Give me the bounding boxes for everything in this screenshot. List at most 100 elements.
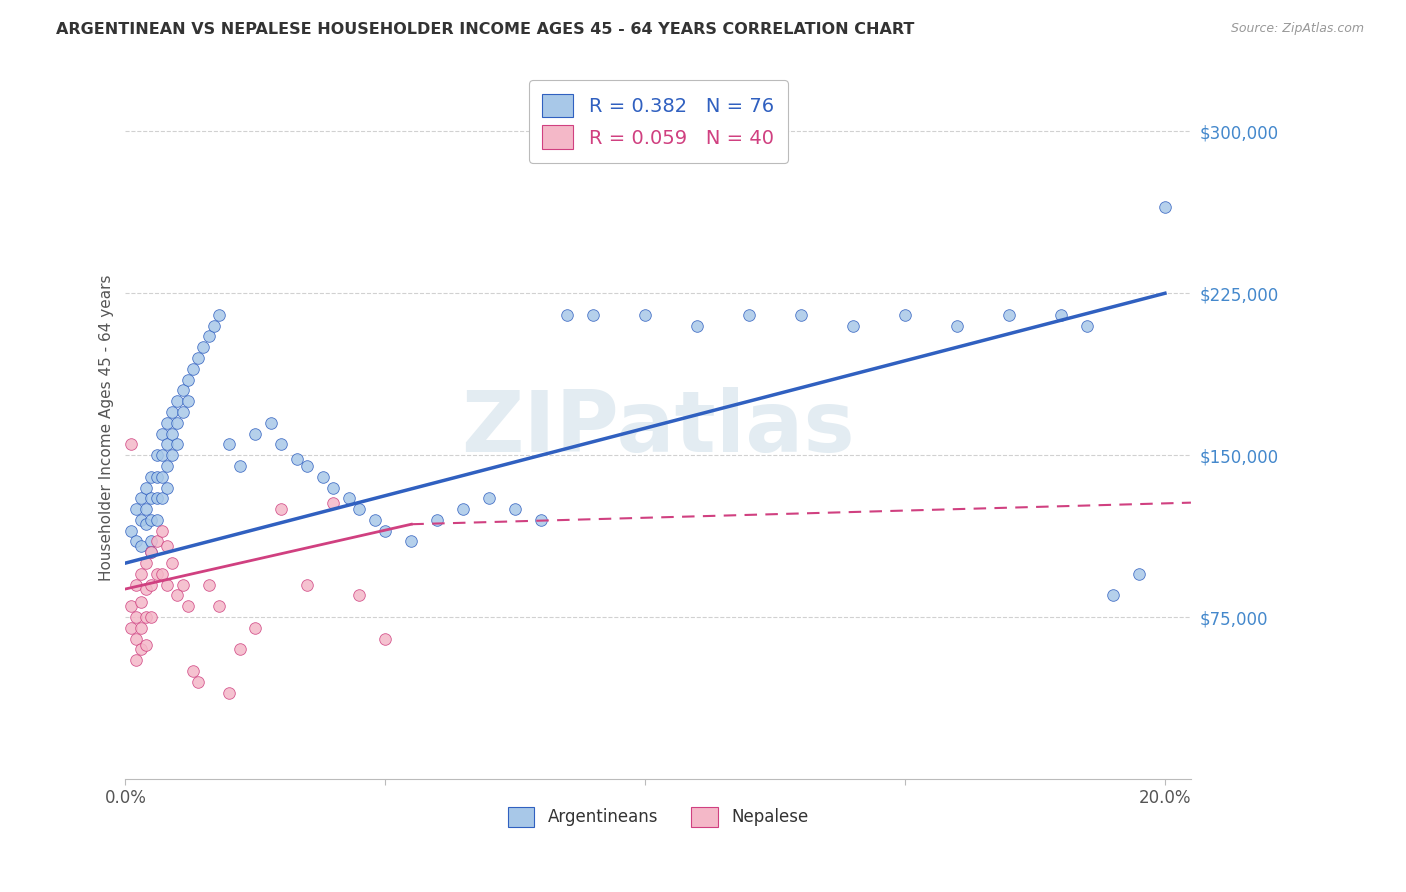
- Point: [503, 502, 526, 516]
- Point: [312, 469, 335, 483]
- Point: [322, 496, 344, 510]
- Point: [156, 481, 179, 495]
- Point: [270, 502, 292, 516]
- Point: [202, 318, 225, 333]
- Point: [129, 642, 152, 657]
- Point: [374, 524, 396, 538]
- Point: [125, 632, 148, 646]
- Point: [270, 437, 292, 451]
- Point: [120, 437, 142, 451]
- Point: [229, 642, 252, 657]
- Point: [156, 458, 179, 473]
- Point: [322, 481, 344, 495]
- Point: [181, 664, 204, 678]
- Point: [260, 416, 283, 430]
- Point: [285, 452, 308, 467]
- Point: [1128, 566, 1150, 581]
- Point: [145, 448, 167, 462]
- Point: [478, 491, 501, 506]
- Point: [135, 638, 157, 652]
- Point: [150, 566, 173, 581]
- Point: [145, 469, 167, 483]
- Point: [364, 513, 387, 527]
- Point: [208, 308, 231, 322]
- Point: [129, 513, 152, 527]
- Text: Source: ZipAtlas.com: Source: ZipAtlas.com: [1230, 22, 1364, 36]
- Point: [172, 384, 194, 398]
- Text: ZIPatlas: ZIPatlas: [461, 386, 855, 470]
- Point: [218, 685, 240, 699]
- Point: [187, 351, 209, 365]
- Point: [181, 361, 204, 376]
- Point: [141, 577, 163, 591]
- Point: [172, 577, 194, 591]
- Point: [1154, 200, 1177, 214]
- Point: [145, 534, 167, 549]
- Point: [842, 318, 865, 333]
- Point: [790, 308, 813, 322]
- Point: [297, 458, 319, 473]
- Point: [946, 318, 969, 333]
- Point: [177, 373, 200, 387]
- Point: [141, 534, 163, 549]
- Point: [337, 491, 360, 506]
- Point: [156, 577, 179, 591]
- Point: [120, 599, 142, 614]
- Point: [172, 405, 194, 419]
- Point: [634, 308, 657, 322]
- Point: [125, 610, 148, 624]
- Point: [229, 458, 252, 473]
- Point: [162, 405, 184, 419]
- Point: [1050, 308, 1073, 322]
- Point: [141, 513, 163, 527]
- Y-axis label: Householder Income Ages 45 - 64 years: Householder Income Ages 45 - 64 years: [100, 275, 114, 582]
- Point: [738, 308, 761, 322]
- Point: [145, 513, 167, 527]
- Point: [349, 502, 371, 516]
- Point: [125, 577, 148, 591]
- Point: [349, 589, 371, 603]
- Point: [125, 653, 148, 667]
- Point: [135, 556, 157, 570]
- Point: [374, 632, 396, 646]
- Point: [141, 545, 163, 559]
- Point: [582, 308, 605, 322]
- Point: [135, 502, 157, 516]
- Point: [156, 437, 179, 451]
- Point: [150, 524, 173, 538]
- Point: [686, 318, 709, 333]
- Point: [120, 621, 142, 635]
- Point: [141, 469, 163, 483]
- Point: [150, 469, 173, 483]
- Point: [150, 426, 173, 441]
- Point: [129, 491, 152, 506]
- Point: [129, 566, 152, 581]
- Point: [162, 426, 184, 441]
- Point: [166, 589, 188, 603]
- Point: [166, 416, 188, 430]
- Point: [555, 308, 578, 322]
- Point: [141, 491, 163, 506]
- Point: [129, 621, 152, 635]
- Point: [177, 394, 200, 409]
- Point: [297, 577, 319, 591]
- Point: [156, 416, 179, 430]
- Point: [245, 621, 267, 635]
- Point: [193, 340, 215, 354]
- Point: [125, 502, 148, 516]
- Point: [894, 308, 917, 322]
- Legend: Argentineans, Nepalese: Argentineans, Nepalese: [501, 800, 815, 834]
- Point: [141, 545, 163, 559]
- Point: [135, 610, 157, 624]
- Point: [145, 491, 167, 506]
- Point: [998, 308, 1021, 322]
- Point: [156, 539, 179, 553]
- Point: [145, 566, 167, 581]
- Point: [426, 513, 449, 527]
- Point: [197, 329, 219, 343]
- Point: [166, 394, 188, 409]
- Point: [245, 426, 267, 441]
- Point: [208, 599, 231, 614]
- Point: [187, 674, 209, 689]
- Point: [125, 534, 148, 549]
